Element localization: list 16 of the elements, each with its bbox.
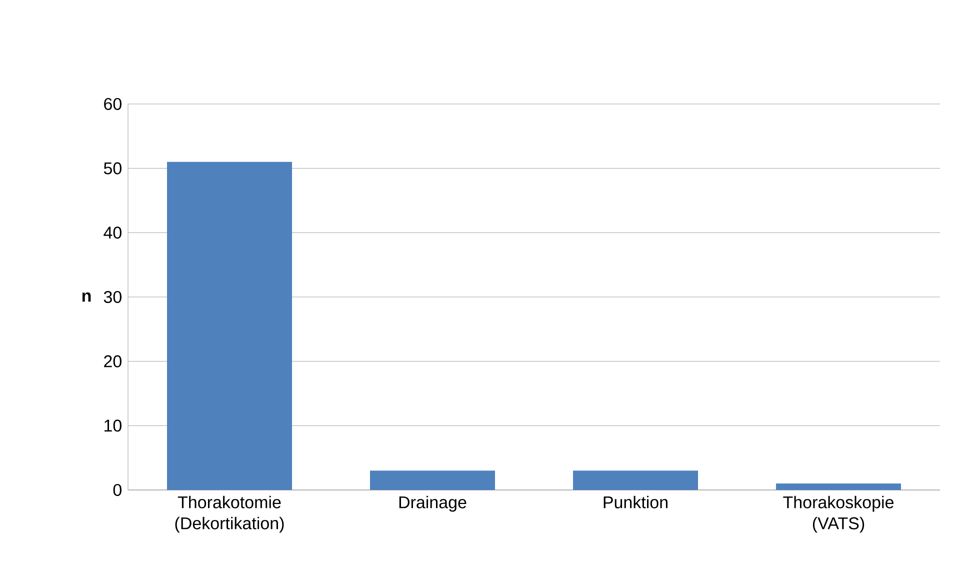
bar [776,484,902,490]
y-tick-label: 10 [104,420,122,432]
bar [370,470,496,490]
y-tick-label: 0 [113,484,122,496]
y-tick-label: 20 [104,355,122,368]
x-tick-label: Thorakoskopie (VATS) [783,496,894,533]
x-tick-label: Punktion [604,496,668,508]
y-tick-label: 50 [104,162,122,174]
y-axis-title: n [82,292,91,302]
y-tick-label: 40 [104,226,122,239]
bar [167,162,292,490]
x-tick-label: Thorakotomie (Dekortikation) [175,496,284,533]
y-tick-label: 60 [104,98,122,110]
bar [573,470,698,490]
x-tick-label: Drainage [399,496,466,512]
y-tick-label: 30 [104,290,122,304]
